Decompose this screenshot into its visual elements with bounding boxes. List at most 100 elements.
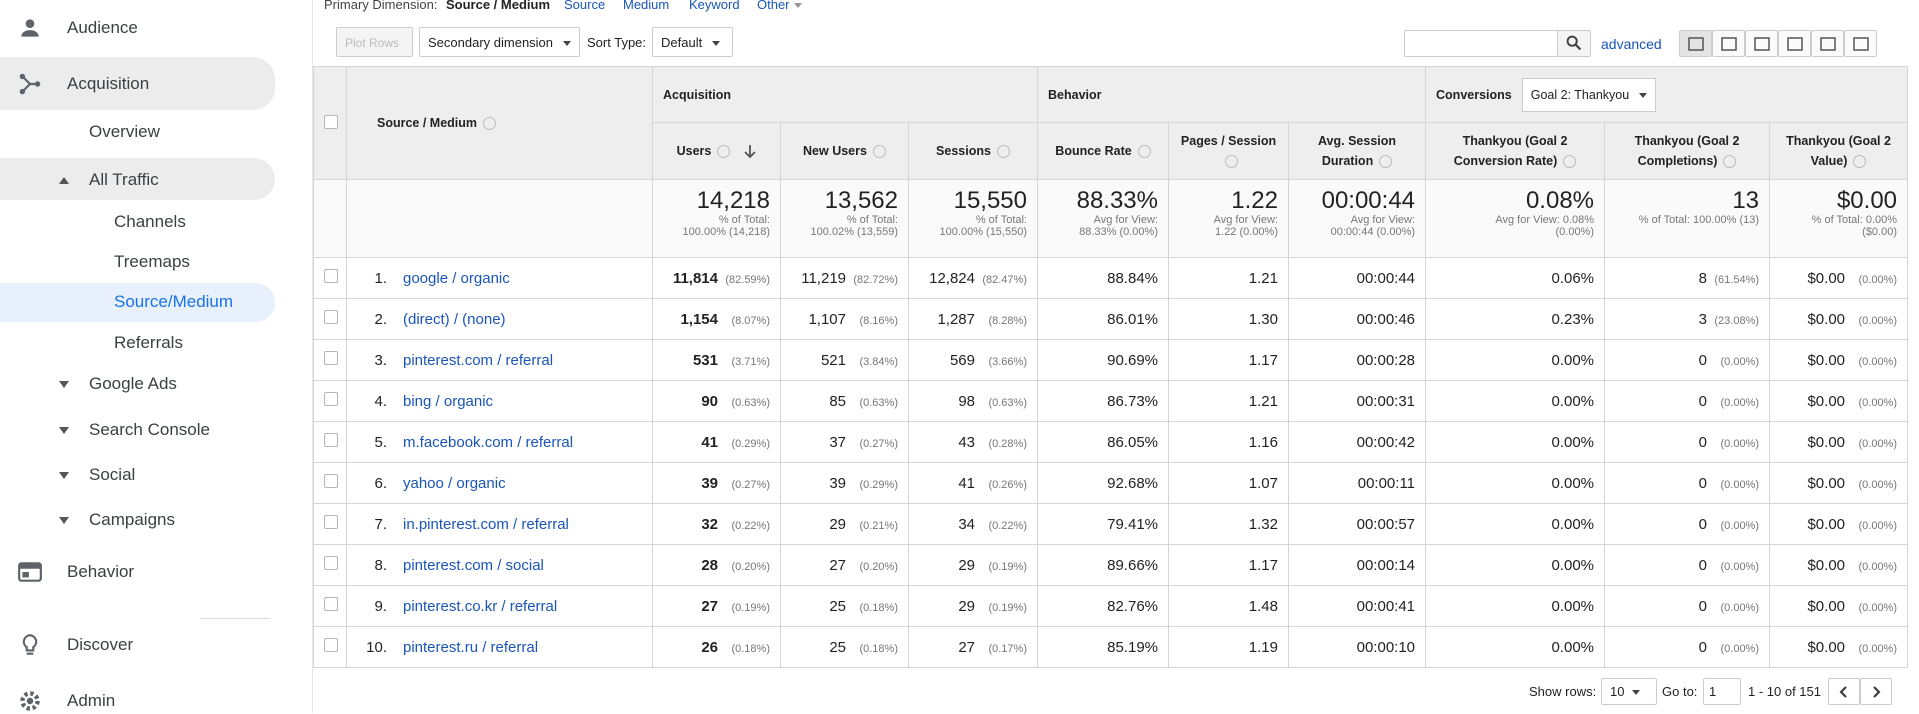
source-link[interactable]: m.facebook.com / referral bbox=[403, 433, 574, 451]
checkbox[interactable] bbox=[324, 515, 338, 529]
dimension-option[interactable]: Keyword bbox=[689, 0, 740, 12]
metric-value: 85.19% bbox=[1107, 638, 1158, 656]
expand-arrow[interactable] bbox=[59, 471, 69, 479]
advanced-link[interactable]: advanced bbox=[1601, 36, 1662, 52]
checkbox[interactable] bbox=[324, 474, 338, 488]
expand-arrow[interactable] bbox=[59, 426, 69, 434]
checkbox[interactable] bbox=[324, 114, 338, 129]
metric-value: 27 bbox=[829, 556, 846, 574]
metric-cell: 12,824 (82.47%) bbox=[908, 257, 1038, 299]
source-link[interactable]: google / organic bbox=[403, 269, 510, 287]
expand-arrow[interactable] bbox=[59, 516, 69, 524]
source-link[interactable]: pinterest.ru / referral bbox=[403, 638, 539, 656]
show-rows-select[interactable]: 10 bbox=[1601, 678, 1657, 705]
source-link[interactable]: (direct) / (none) bbox=[403, 310, 506, 328]
nav-item[interactable]: Treemaps bbox=[114, 252, 190, 271]
search-input[interactable] bbox=[1404, 30, 1558, 57]
nav-item[interactable]: Social bbox=[89, 465, 136, 484]
search-button[interactable] bbox=[1557, 30, 1591, 57]
nav-item[interactable]: Search Console bbox=[89, 420, 210, 439]
arrow-shape bbox=[59, 472, 69, 479]
go-to-input[interactable]: 1 bbox=[1703, 678, 1741, 705]
checkbox[interactable] bbox=[324, 310, 338, 324]
metric-value: 89.66% bbox=[1107, 556, 1158, 574]
column-header[interactable]: Bounce Rate bbox=[1037, 122, 1169, 180]
dimension-option[interactable]: Source bbox=[564, 0, 606, 12]
source-link[interactable]: yahoo / organic bbox=[403, 474, 506, 492]
total-value: 1.22 bbox=[1231, 187, 1278, 214]
dimension-option[interactable]: Other bbox=[757, 0, 802, 12]
expand-arrow[interactable] bbox=[59, 380, 69, 388]
metric-cell: 569 (3.66%) bbox=[908, 339, 1038, 381]
source-link[interactable]: in.pinterest.com / referral bbox=[403, 515, 569, 533]
arrow-shape bbox=[59, 177, 69, 184]
metric-cell: 521 (3.84%) bbox=[780, 339, 909, 381]
metric-value: 531 bbox=[692, 351, 718, 369]
view-toggle[interactable] bbox=[1679, 30, 1712, 57]
metric-cell: 27 (0.19%) bbox=[652, 585, 781, 627]
total-cell: 1.22 Avg for View: 1.22 (0.00%) bbox=[1168, 179, 1289, 258]
help-icon bbox=[1563, 155, 1577, 169]
nav-item[interactable]: Source/Medium bbox=[114, 292, 234, 311]
row-index: 5. bbox=[374, 433, 387, 451]
view-toggle[interactable] bbox=[1712, 30, 1745, 57]
view-toggle[interactable] bbox=[1745, 30, 1778, 57]
checkbox[interactable] bbox=[324, 351, 338, 365]
metric-value: $0.00 bbox=[1807, 638, 1846, 656]
data-row: 5. m.facebook.com / referral 41 (0.29%) 37 (0… bbox=[313, 421, 1909, 463]
column-header[interactable]: New Users bbox=[780, 122, 909, 180]
dimension-option[interactable]: Medium bbox=[623, 0, 670, 12]
view-icon-shape bbox=[1853, 37, 1869, 51]
nav-item[interactable]: All Traffic bbox=[89, 170, 159, 189]
view-toggle[interactable] bbox=[1844, 30, 1877, 57]
source-link[interactable]: bing / organic bbox=[403, 392, 494, 410]
checkbox[interactable] bbox=[324, 638, 338, 652]
column-header[interactable]: Sessions bbox=[908, 122, 1038, 180]
column-header[interactable]: Thankyou (Goal 2 Value) bbox=[1769, 122, 1909, 180]
nav-item[interactable]: Google Ads bbox=[89, 374, 177, 393]
nav-item[interactable]: Channels bbox=[114, 212, 186, 231]
metric-percent: (23.08%) bbox=[1714, 314, 1760, 327]
dimension-option[interactable]: Source / Medium bbox=[446, 0, 551, 12]
sort-type-select[interactable]: Default bbox=[652, 27, 733, 57]
plot-rows-button[interactable]: Plot Rows bbox=[336, 27, 413, 57]
checkbox[interactable] bbox=[324, 597, 338, 611]
nav-item[interactable]: Campaigns bbox=[89, 510, 175, 529]
nav-item[interactable]: Acquisition bbox=[67, 74, 150, 93]
checkbox[interactable] bbox=[324, 392, 338, 406]
nav-item[interactable]: Discover bbox=[67, 635, 134, 654]
total-detail: Avg for View: bbox=[1093, 214, 1158, 226]
nav-item[interactable]: Behavior bbox=[67, 562, 135, 581]
collapse-arrow[interactable] bbox=[59, 176, 69, 184]
metric-percent: (3.66%) bbox=[988, 355, 1027, 368]
checkbox[interactable] bbox=[324, 556, 338, 570]
nav-item[interactable]: Audience bbox=[67, 18, 138, 37]
nav-item[interactable]: Overview bbox=[89, 122, 160, 141]
nav-item[interactable]: Referrals bbox=[114, 333, 183, 352]
metric-value: 1,107 bbox=[808, 310, 846, 328]
nav-item[interactable]: Admin bbox=[67, 691, 116, 710]
checkbox[interactable] bbox=[324, 433, 338, 447]
metric-value: 1.32 bbox=[1248, 515, 1278, 533]
source-link[interactable]: pinterest.com / referral bbox=[403, 351, 554, 369]
prev-page-button[interactable] bbox=[1828, 678, 1860, 705]
metric-value: $0.00 bbox=[1807, 269, 1846, 287]
next-page-button[interactable] bbox=[1860, 678, 1892, 705]
column-header[interactable]: Thankyou (Goal 2 Completions) bbox=[1604, 122, 1771, 180]
view-toggle[interactable] bbox=[1778, 30, 1811, 57]
metric-value: 00:00:31 bbox=[1356, 392, 1416, 410]
view-toggle[interactable] bbox=[1811, 30, 1844, 57]
column-header[interactable]: Avg. Session Duration bbox=[1287, 122, 1427, 180]
icon bbox=[19, 73, 41, 95]
column-header[interactable]: Users bbox=[652, 122, 781, 180]
goal-select[interactable]: Goal 2: Thankyou bbox=[1521, 77, 1657, 112]
checkbox[interactable] bbox=[324, 269, 338, 283]
total-detail: 88.33% (0.00%) bbox=[1079, 226, 1158, 238]
column-header[interactable]: Pages / Session bbox=[1168, 122, 1289, 180]
source-link[interactable]: pinterest.co.kr / referral bbox=[403, 597, 558, 615]
column-header[interactable]: Thankyou (Goal 2 Conversion Rate) bbox=[1425, 122, 1606, 180]
metric-cell: $0.00 (0.00%) bbox=[1769, 257, 1909, 299]
metric-percent: (0.20%) bbox=[859, 560, 898, 573]
source-link[interactable]: pinterest.com / social bbox=[403, 556, 544, 574]
secondary-dimension-select[interactable]: Secondary dimension bbox=[419, 27, 580, 57]
